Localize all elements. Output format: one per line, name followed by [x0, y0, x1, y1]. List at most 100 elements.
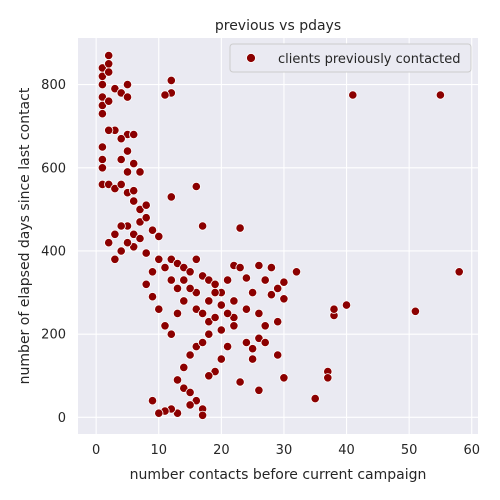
- data-point: [229, 321, 239, 331]
- data-point: [254, 385, 264, 395]
- x-tick-label: 50: [401, 443, 418, 458]
- data-point: [110, 84, 120, 94]
- x-tick-label: 30: [276, 443, 293, 458]
- data-point: [135, 204, 145, 214]
- data-point: [210, 287, 220, 298]
- data-point: [323, 373, 333, 383]
- x-axis-label: number contacts before current campaign: [130, 467, 427, 483]
- data-point: [291, 267, 302, 277]
- data-point: [135, 217, 145, 227]
- data-point: [179, 262, 189, 273]
- data-point: [122, 167, 133, 177]
- data-point: [216, 300, 226, 310]
- data-point: [185, 350, 195, 360]
- data-point: [341, 300, 352, 310]
- data-point: [135, 167, 145, 177]
- data-point: [166, 75, 176, 86]
- data-point: [410, 306, 420, 316]
- data-point: [116, 154, 126, 165]
- data-point: [116, 246, 126, 256]
- data-point: [135, 233, 145, 244]
- data-point: [204, 275, 214, 285]
- y-tick-label: 0: [58, 411, 66, 426]
- data-points: [97, 50, 464, 420]
- data-point: [104, 96, 114, 106]
- data-point: [279, 294, 289, 304]
- data-point: [435, 90, 445, 100]
- data-point: [191, 181, 201, 192]
- data-point: [216, 354, 226, 364]
- data-point: [198, 410, 208, 420]
- x-tick-labels: 0 10 20 30 40 50 60: [92, 443, 480, 458]
- data-point: [97, 163, 108, 173]
- data-point: [141, 200, 151, 210]
- data-point: [110, 254, 120, 264]
- data-point: [198, 271, 208, 281]
- data-point: [166, 192, 176, 202]
- data-point: [198, 337, 208, 348]
- y-tick-label: 200: [41, 328, 66, 343]
- data-point: [172, 308, 183, 318]
- x-tick-label: 20: [213, 443, 230, 458]
- data-point: [248, 344, 258, 354]
- data-point: [122, 146, 133, 156]
- data-point: [154, 254, 164, 264]
- data-point: [191, 287, 201, 298]
- data-point: [122, 80, 133, 90]
- data-point: [166, 275, 176, 285]
- data-point: [223, 341, 233, 352]
- data-point: [260, 275, 270, 285]
- data-point: [166, 254, 176, 264]
- data-point: [210, 366, 220, 377]
- data-point: [235, 377, 245, 387]
- data-point: [279, 373, 289, 383]
- data-point: [147, 225, 158, 235]
- data-point: [172, 283, 183, 293]
- data-point: [279, 277, 289, 287]
- data-point: [97, 154, 108, 165]
- data-point: [129, 159, 139, 169]
- y-axis-label: number of elapsed days since last contac…: [17, 87, 33, 384]
- data-point: [122, 92, 133, 102]
- data-point: [198, 221, 208, 231]
- data-point: [260, 321, 270, 331]
- plot-area: [78, 38, 478, 434]
- data-point: [254, 308, 264, 318]
- data-point: [97, 109, 108, 119]
- data-point: [216, 325, 226, 335]
- data-point: [229, 296, 239, 306]
- data-point: [179, 383, 189, 393]
- data-point: [185, 387, 195, 397]
- x-tick-label: 40: [338, 443, 355, 458]
- data-point: [97, 142, 108, 152]
- x-tick-label: 10: [150, 443, 167, 458]
- x-tick-label: 60: [463, 443, 480, 458]
- data-point: [141, 279, 151, 289]
- data-point: [116, 221, 126, 231]
- data-point: [110, 184, 120, 194]
- data-point: [154, 408, 164, 418]
- data-point: [248, 287, 258, 298]
- data-point: [154, 231, 164, 241]
- data-point: [154, 304, 164, 314]
- data-point: [104, 59, 114, 69]
- data-point: [223, 308, 233, 318]
- data-point: [185, 267, 195, 277]
- data-point: [172, 408, 183, 418]
- data-point: [97, 80, 108, 90]
- data-point: [254, 260, 264, 271]
- data-point: [141, 248, 151, 258]
- data-point: [273, 317, 283, 327]
- data-point: [129, 129, 139, 140]
- data-point: [210, 279, 220, 289]
- y-tick-label: 600: [41, 161, 66, 176]
- data-point: [223, 275, 233, 285]
- data-point: [329, 304, 339, 314]
- y-tick-labels: 0 200 400 600 800: [41, 78, 66, 426]
- data-point: [129, 229, 139, 239]
- data-point: [104, 50, 114, 61]
- data-point: [147, 292, 158, 302]
- data-point: [104, 125, 114, 135]
- data-point: [241, 273, 251, 283]
